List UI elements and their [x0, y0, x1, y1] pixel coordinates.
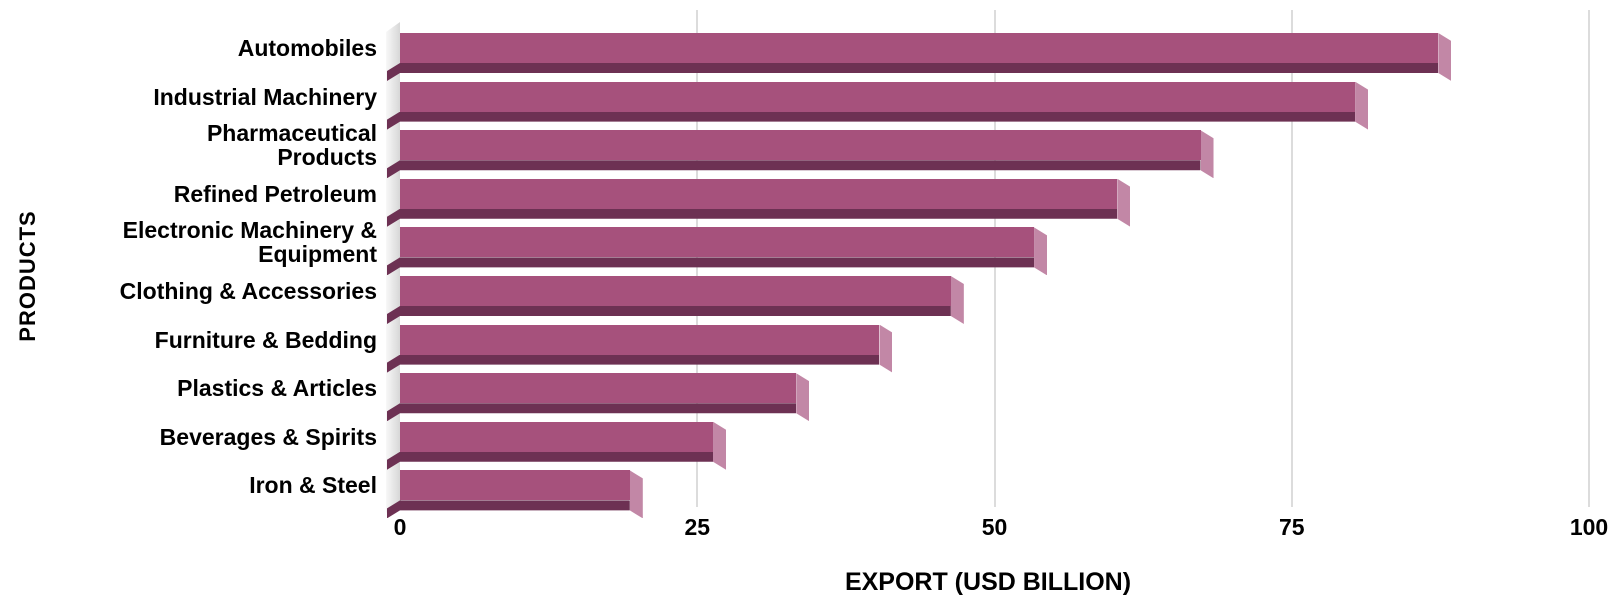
bar-face [400, 178, 1118, 209]
bar-bottom-shadow [387, 500, 630, 519]
bar-end-cap [1200, 130, 1214, 179]
bar-bottom-shadow [387, 354, 880, 373]
bar-bottom-shadow [387, 451, 714, 470]
bar-iron-steel [387, 470, 643, 519]
gridline-100 [1588, 10, 1590, 507]
x-tick-label-0: 0 [393, 514, 407, 540]
bar-end-cap [950, 276, 964, 324]
category-label-automobiles: Automobiles [237, 35, 377, 61]
bar-end-cap [1034, 227, 1048, 276]
bar-bottom-shadow [387, 63, 1439, 81]
bar-furniture-bedding [387, 324, 893, 373]
x-axis-title: EXPORT (USD BILLION) [844, 568, 1132, 596]
bar-bottom-shadow [387, 306, 951, 324]
bar-end-cap [629, 470, 643, 519]
category-label-refined-petroleum: Refined Petroleum [173, 180, 377, 207]
bar-bottom-shadow [387, 111, 1356, 130]
bar-bottom-shadow [387, 257, 1035, 276]
bar-plastics-articles [387, 373, 810, 422]
bar-automobiles [387, 33, 1452, 81]
bar-end-cap [1355, 81, 1369, 130]
bar-bottom-shadow [387, 403, 797, 422]
bar-face [400, 33, 1439, 63]
category-label-electronic-machinery-equipment: Electronic Machinery & Equipment [122, 217, 377, 268]
bar-face [400, 130, 1201, 161]
category-label-plastics-articles: Plastics & Articles [177, 375, 377, 402]
bar-end-cap [713, 421, 727, 470]
gridline-75 [1290, 10, 1293, 507]
x-tick-label-100: 100 [1569, 514, 1609, 540]
x-tick-label-50: 50 [981, 514, 1008, 540]
bar-industrial-machinery [387, 81, 1369, 130]
bar-bottom-shadow [387, 160, 1201, 179]
x-tick-label-25: 25 [684, 514, 711, 540]
bar-end-cap [1438, 33, 1452, 81]
bar-face [400, 276, 951, 306]
bar-end-cap [796, 373, 810, 422]
bar-refined-petroleum [387, 178, 1131, 227]
x-tick-label-75: 75 [1278, 514, 1305, 540]
bar-beverages-spirits [387, 421, 727, 470]
bar-electronic-machinery-equipment [387, 227, 1048, 276]
bar-end-cap [1117, 178, 1131, 227]
bar-end-cap [879, 324, 893, 373]
bar-bottom-shadow [387, 208, 1118, 227]
bar-face [400, 227, 1035, 258]
category-label-industrial-machinery: Industrial Machinery [153, 83, 377, 110]
bar-clothing-accessories [387, 276, 964, 324]
bar-pharmaceutical-products [387, 130, 1214, 179]
bar-face [400, 470, 630, 501]
category-label-clothing-accessories: Clothing & Accessories [119, 278, 377, 304]
category-label-pharmaceutical-products: Pharmaceutical Products [206, 120, 377, 171]
category-label-furniture-bedding: Furniture & Bedding [154, 326, 377, 353]
bar-face [400, 373, 797, 404]
bar-face [400, 324, 880, 355]
category-label-beverages-spirits: Beverages & Spirits [159, 423, 377, 450]
bar-face [400, 421, 714, 452]
bar-face [400, 81, 1356, 112]
category-label-iron-steel: Iron & Steel [249, 472, 377, 499]
